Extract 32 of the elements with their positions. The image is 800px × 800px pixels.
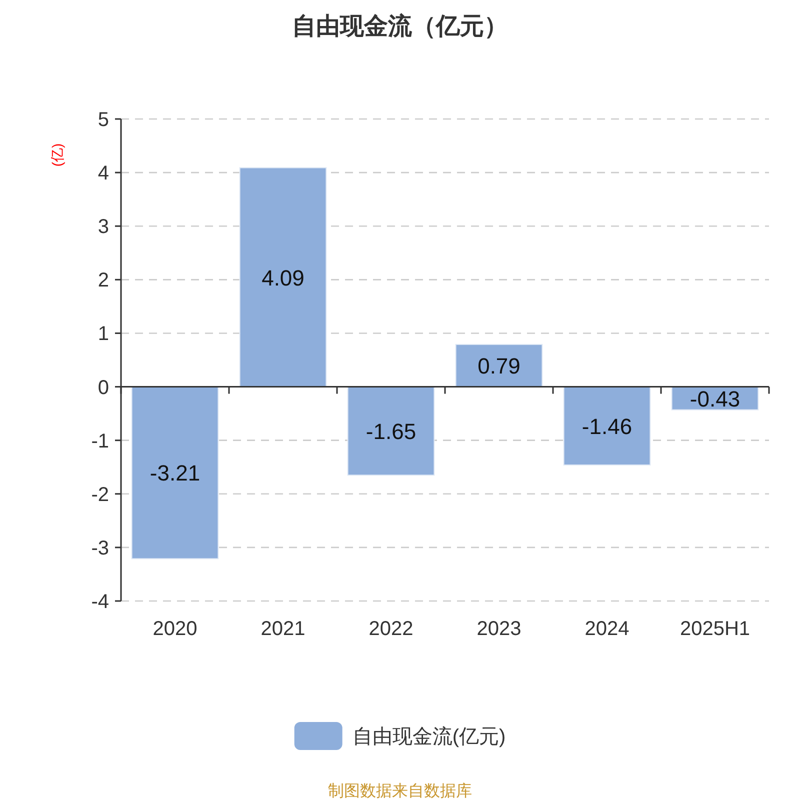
chart-title: 自由现金流（亿元） bbox=[292, 13, 508, 40]
data-label: -1.65 bbox=[366, 418, 416, 444]
legend: 自由现金流(亿元) bbox=[294, 722, 506, 750]
text: 制图数据来自数据库 bbox=[328, 782, 472, 800]
bar bbox=[455, 344, 543, 388]
y-tick-label: 3 bbox=[98, 216, 109, 238]
x-tick-label: 2023 bbox=[476, 618, 522, 640]
y-tick-label: -1 bbox=[91, 430, 109, 452]
y-tick-label: -4 bbox=[91, 591, 109, 613]
data-label: 4.09 bbox=[262, 265, 304, 290]
x-tick-label: 2022 bbox=[368, 618, 414, 640]
x-tick-label: 2020 bbox=[152, 618, 198, 640]
bar bbox=[239, 167, 327, 388]
y-tick-label: 0 bbox=[98, 376, 109, 399]
x-tick-label: 2021 bbox=[260, 618, 306, 640]
bar bbox=[563, 386, 651, 466]
data-label: -3.21 bbox=[150, 460, 200, 486]
y-tick-label: -3 bbox=[91, 537, 109, 560]
y-axis-title: (亿) bbox=[49, 143, 65, 167]
y-tick-label: 5 bbox=[98, 109, 109, 131]
y-tick-label: 4 bbox=[98, 162, 109, 185]
y-tick-label: 1 bbox=[98, 323, 109, 346]
data-label: -0.43 bbox=[690, 386, 740, 412]
y-tick-label: -2 bbox=[91, 484, 109, 506]
bar bbox=[131, 386, 219, 560]
legend-label: 自由现金流(亿元) bbox=[352, 726, 506, 748]
data-label: -1.46 bbox=[582, 414, 632, 439]
y-tick-label: 2 bbox=[98, 270, 109, 292]
data-label: 0.79 bbox=[478, 354, 520, 379]
x-tick-label: 2025H1 bbox=[680, 618, 750, 640]
x-tick-label: 2024 bbox=[584, 618, 630, 640]
bar bbox=[347, 386, 435, 476]
